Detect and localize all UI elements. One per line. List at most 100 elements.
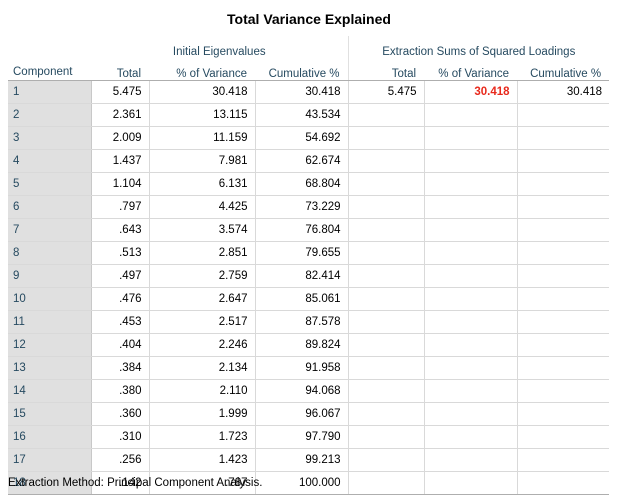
total-cell: .643 [91, 218, 150, 242]
ext-cumulative-cell [517, 264, 610, 288]
table-row: 4 1.437 7.981 62.674 [8, 149, 610, 173]
ext-pct-variance-cell [424, 425, 518, 449]
total-cell: .476 [91, 287, 150, 311]
ext-pct-variance-cell [424, 126, 518, 150]
table-row: 1 5.475 30.418 30.418 5.475 30.418 30.418 [8, 80, 610, 104]
pct-variance-cell: 1.999 [149, 402, 256, 426]
table-row: 16.310 1.723 97.790 [8, 425, 610, 449]
cumulative-cell: 43.534 [255, 103, 349, 127]
ext-total-cell [348, 356, 425, 380]
ext-pct-variance-cell [424, 287, 518, 311]
ext-total-cell [348, 172, 425, 196]
variance-table: Component Initial Eigenvalues Extraction… [8, 36, 610, 495]
component-cell: 4 [8, 149, 92, 173]
pct-variance-cell: 13.115 [149, 103, 256, 127]
pct-variance-cell: 2.246 [149, 333, 256, 357]
component-cell: 3 [8, 126, 92, 150]
table-body: 1 5.475 30.418 30.418 5.475 30.418 30.418 2 2.36… [8, 80, 610, 495]
col-header-ext-total: Total [348, 58, 425, 81]
ext-pct-variance-cell [424, 218, 518, 242]
total-cell: .453 [91, 310, 150, 334]
pct-variance-cell: 6.131 [149, 172, 256, 196]
cumulative-cell: 87.578 [255, 310, 349, 334]
col-header-pct-variance: % of Variance [149, 58, 255, 81]
cumulative-cell: 54.692 [255, 126, 349, 150]
table-row: 7.643 3.574 76.804 [8, 218, 610, 242]
component-cell: 1 [8, 80, 92, 104]
total-cell: 5.475 [91, 80, 150, 104]
col-header-cumulative: Cumulative % [255, 58, 349, 81]
cumulative-cell: 91.958 [255, 356, 349, 380]
table-row: 11.453 2.517 87.578 [8, 310, 610, 334]
total-cell: .256 [91, 448, 150, 472]
component-cell: 6 [8, 195, 92, 219]
ext-total-cell [348, 264, 425, 288]
pct-variance-cell: 1.423 [149, 448, 256, 472]
ext-pct-variance-cell [424, 241, 518, 265]
pct-variance-cell: 2.647 [149, 287, 256, 311]
ext-cumulative-cell [517, 310, 610, 334]
table-row: 13.384 2.134 91.958 [8, 356, 610, 380]
initial-eigenvalues-header: Initial Eigenvalues [91, 36, 349, 58]
ext-cumulative-cell [517, 471, 610, 495]
ext-total-cell [348, 333, 425, 357]
ext-cumulative-cell [517, 402, 610, 426]
ext-total-cell [348, 195, 425, 219]
cumulative-cell: 62.674 [255, 149, 349, 173]
table-row: 9.497 2.759 82.414 [8, 264, 610, 288]
ext-pct-variance-cell [424, 195, 518, 219]
total-cell: .497 [91, 264, 150, 288]
ext-cumulative-cell [517, 448, 610, 472]
ext-cumulative-cell [517, 356, 610, 380]
ext-total-cell [348, 241, 425, 265]
component-cell: 7 [8, 218, 92, 242]
ext-pct-variance-cell [424, 103, 518, 127]
table-row: 10.476 2.647 85.061 [8, 287, 610, 311]
ext-total-cell [348, 448, 425, 472]
cumulative-cell: 97.790 [255, 425, 349, 449]
table-row: 17.256 1.423 99.213 [8, 448, 610, 472]
table-row: 3 2.009 11.159 54.692 [8, 126, 610, 150]
total-cell: 2.361 [91, 103, 150, 127]
component-cell: 5 [8, 172, 92, 196]
pct-variance-cell: 2.110 [149, 379, 256, 403]
ext-pct-variance-cell [424, 379, 518, 403]
ext-total-cell: 5.475 [348, 80, 425, 104]
pct-variance-cell: 1.723 [149, 425, 256, 449]
total-cell: .384 [91, 356, 150, 380]
ext-pct-variance-cell [424, 471, 518, 495]
ext-total-cell [348, 287, 425, 311]
ext-cumulative-cell [517, 218, 610, 242]
ext-cumulative-cell [517, 425, 610, 449]
pct-variance-cell: 30.418 [149, 80, 256, 104]
ext-total-cell [348, 425, 425, 449]
ext-cumulative-cell [517, 195, 610, 219]
ext-total-cell [348, 310, 425, 334]
total-cell: .513 [91, 241, 150, 265]
pct-variance-cell: 2.759 [149, 264, 256, 288]
highlighted-value: 30.418 [474, 86, 510, 98]
ext-pct-variance-cell: 30.418 [424, 80, 518, 104]
component-cell: 11 [8, 310, 92, 334]
ext-cumulative-cell [517, 103, 610, 127]
ext-total-cell [348, 149, 425, 173]
table-row: 8.513 2.851 79.655 [8, 241, 610, 265]
component-cell: 9 [8, 264, 92, 288]
cumulative-cell: 79.655 [255, 241, 349, 265]
ext-cumulative-cell [517, 333, 610, 357]
ext-cumulative-cell [517, 126, 610, 150]
total-cell: .310 [91, 425, 150, 449]
col-header-ext-cumulative: Cumulative % [517, 58, 610, 81]
component-cell: 15 [8, 402, 92, 426]
ext-pct-variance-cell [424, 356, 518, 380]
cumulative-cell: 73.229 [255, 195, 349, 219]
cumulative-cell: 82.414 [255, 264, 349, 288]
cumulative-cell: 96.067 [255, 402, 349, 426]
ext-total-cell [348, 218, 425, 242]
ext-total-cell [348, 126, 425, 150]
ext-pct-variance-cell [424, 149, 518, 173]
total-cell: 1.437 [91, 149, 150, 173]
component-cell: 2 [8, 103, 92, 127]
total-cell: .404 [91, 333, 150, 357]
